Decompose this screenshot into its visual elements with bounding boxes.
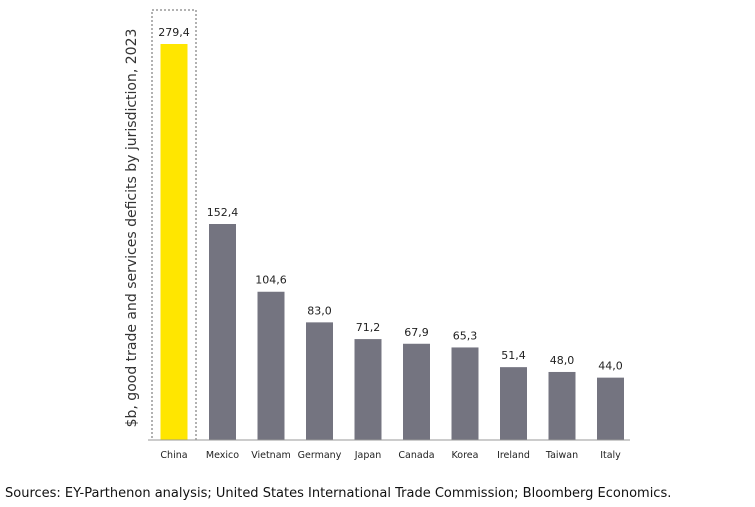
value-label-vietnam: 104,6	[255, 274, 287, 287]
category-label-vietnam: Vietnam	[251, 450, 291, 461]
category-label-ireland: Ireland	[497, 450, 530, 461]
bar-italy	[597, 377, 624, 440]
category-label-canada: Canada	[398, 450, 434, 461]
bar-ireland	[500, 367, 527, 440]
value-label-taiwan: 48,0	[550, 354, 575, 367]
category-label-china: China	[160, 450, 187, 461]
y-axis-label: $b, good trade and services deficits by …	[124, 29, 140, 428]
category-label-taiwan: Taiwan	[545, 450, 578, 461]
bar-china	[160, 44, 188, 440]
source-note: Sources: EY-Parthenon analysis; United S…	[5, 486, 672, 501]
category-label-mexico: Mexico	[206, 450, 239, 461]
value-label-mexico: 152,4	[207, 206, 239, 219]
bar-japan	[354, 339, 382, 440]
value-label-italy: 44,0	[598, 360, 623, 373]
bar-vietnam	[257, 291, 285, 440]
bar-korea	[451, 347, 479, 440]
category-label-japan: Japan	[354, 450, 382, 461]
bar-germany	[306, 322, 333, 440]
bar-chart: $b, good trade and services deficits by …	[124, 9, 630, 461]
bar-canada	[403, 343, 430, 440]
category-label-germany: Germany	[298, 450, 342, 461]
value-label-korea: 65,3	[453, 329, 478, 342]
category-label-korea: Korea	[452, 450, 479, 461]
value-label-ireland: 51,4	[501, 349, 526, 362]
value-label-china: 279,4	[158, 26, 190, 39]
bar-taiwan	[548, 371, 576, 440]
value-label-canada: 67,9	[404, 326, 429, 339]
bar-mexico	[209, 224, 236, 440]
category-label-italy: Italy	[600, 450, 621, 461]
bars-group: 279,4 China 152,4 Mexico 104,6 Vietnam 83,0 Ger…	[151, 9, 624, 461]
value-label-germany: 83,0	[307, 304, 332, 317]
value-label-japan: 71,2	[356, 321, 381, 334]
